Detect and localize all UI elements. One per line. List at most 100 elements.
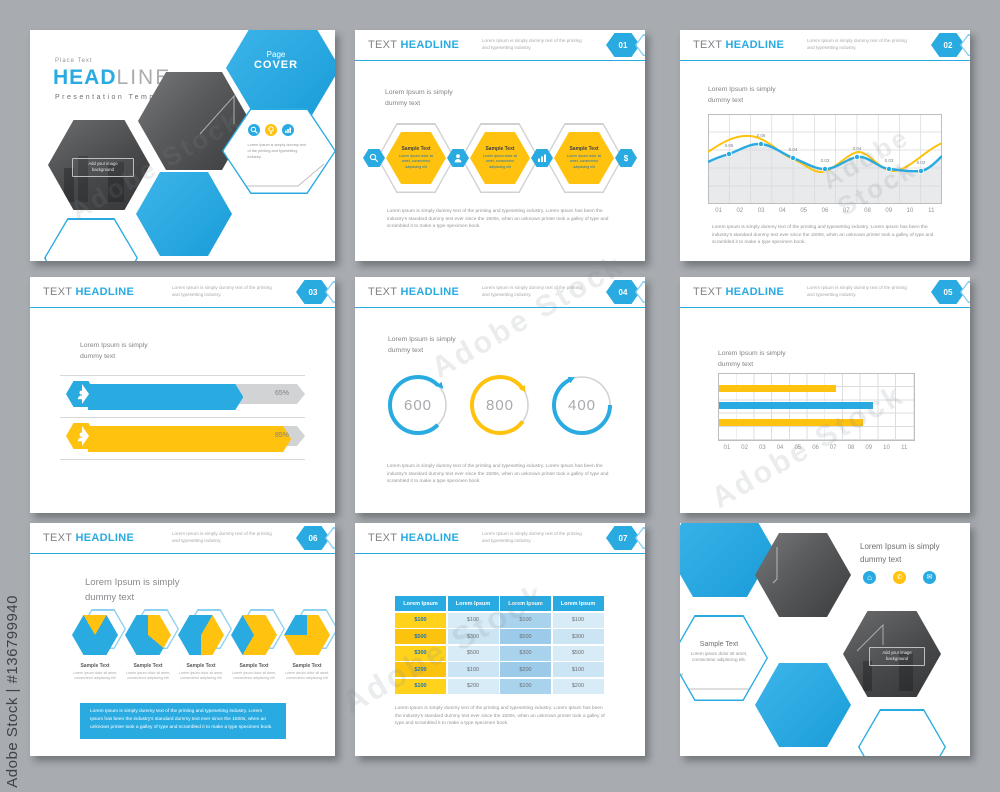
title-text: TEXT [693, 39, 723, 51]
image-detail [64, 168, 74, 202]
contact-icon-row: ⌂ ✆ ✉ [863, 571, 936, 584]
title-headline: HEADLINE [400, 286, 460, 298]
x-tick: 08 [864, 208, 871, 214]
yellow-line-series [708, 134, 942, 173]
table-cell: $100 [395, 612, 446, 628]
dark-hexagon [755, 533, 851, 617]
body-heading: Lorem Ipsum is simply dummy text [388, 335, 456, 357]
x-tick: 11 [928, 208, 935, 214]
body-heading: Lorem Ipsum is simply dummy text [85, 575, 180, 605]
heading-line1: Lorem Ipsum is simply [860, 542, 940, 551]
image-placeholder-label: Add your image background [869, 647, 925, 666]
slide-title: TEXT HEADLINE [693, 39, 784, 51]
chart-area-fill [708, 143, 942, 204]
blue-hexagon-bottom [755, 663, 851, 747]
sample-title: Sample Text [699, 640, 739, 648]
slide-number-badge: 01 [606, 33, 640, 57]
heading-line1: Lorem Ipsum is simply [718, 350, 786, 357]
table-cell: $100 [500, 612, 551, 628]
slide-05: TEXT HEADLINE Lorem Ipsum is simply dumm… [680, 277, 970, 513]
donut-chart-400: 400 [548, 371, 616, 439]
cover-title-light: LINE [116, 66, 172, 89]
progress-notch [82, 426, 89, 446]
table-cell: $500 [447, 645, 499, 661]
slide-number: 05 [943, 287, 953, 297]
chart-icon [281, 123, 294, 136]
hexagon-caption: Sample Text Lorem ipsum dolor sit amet, … [225, 663, 283, 682]
slide-number: 04 [618, 287, 628, 297]
x-tick: 05 [794, 445, 802, 451]
sample-title: Sample Text [401, 146, 431, 153]
title-text: TEXT [368, 39, 398, 51]
slide-header: TEXT HEADLINE Lorem Ipsum is simply dumm… [355, 523, 645, 554]
title-text: TEXT [368, 286, 398, 298]
title-text: TEXT [43, 532, 73, 544]
sample-title: Sample Text [569, 146, 599, 153]
home-icon: ⌂ [863, 571, 876, 584]
heading-line2: dummy text [80, 352, 116, 360]
svg-text:0.02: 0.02 [917, 160, 926, 165]
heading-line1: Lorem Ipsum is simply [85, 577, 180, 588]
cover-info-text: Lorem Ipsum is simply dummy text of the … [247, 142, 306, 159]
table-cell: $200 [552, 678, 604, 694]
title-headline: HEADLINE [75, 286, 135, 298]
x-tick: 03 [757, 208, 765, 214]
x-tick: 07 [829, 445, 837, 451]
image-detail [78, 156, 88, 202]
search-icon [363, 149, 385, 167]
slide-01: TEXT HEADLINE Lorem Ipsum is simply dumm… [355, 30, 645, 261]
split-hexagon-3 [178, 615, 224, 655]
title-text: TEXT [693, 286, 723, 298]
split-hexagon-5 [284, 615, 330, 655]
user-icon [447, 149, 469, 167]
outline-hexagon [858, 709, 946, 756]
x-tick: 07 [842, 208, 850, 214]
table-header-cell: Lorem Ipsum [447, 596, 499, 611]
x-tick: 06 [821, 208, 829, 214]
table-cell: $300 [447, 629, 499, 644]
badge-chevron [960, 34, 970, 56]
cover-kicker: Place Text [55, 58, 93, 64]
sample-block: Sample Text Lorem ipsum dolor sit amet, … [680, 641, 767, 665]
title-headline: HEADLINE [75, 532, 135, 544]
slide-number: 07 [618, 533, 628, 543]
slide-07: TEXT HEADLINE Lorem Ipsum is simply dumm… [355, 523, 645, 756]
table-cell: $100 [500, 678, 551, 694]
heading-line2: dummy text [860, 554, 902, 564]
sample-title: Sample Text [485, 146, 515, 153]
highlight-paragraph: Lorem Ipsum is simply dummy text of the … [80, 703, 286, 739]
slide-title: TEXT HEADLINE [368, 39, 459, 51]
title-headline: HEADLINE [725, 39, 785, 51]
data-table: Lorem Ipsum Lorem Ipsum Lorem Ipsum Lore… [395, 596, 604, 694]
donut-value: 800 [485, 396, 515, 414]
header-note: Lorem Ipsum is simply dummy text of the … [482, 38, 582, 50]
slide-header: TEXT HEADLINE Lorem Ipsum is simply dumm… [30, 277, 335, 308]
page-cover-line2: COVER [253, 59, 299, 71]
slide-header: TEXT HEADLINE Lorem Ipsum is simply dumm… [680, 277, 970, 308]
body-heading: Lorem Ipsum is simply dummy text [385, 88, 453, 110]
sample-subtext: Lorem ipsum dolor sit amet, consectetur … [231, 671, 277, 681]
body-paragraph: Lorem Ipsum is simply dummy text of the … [395, 706, 605, 727]
page-cover-label: Page COVER [226, 50, 326, 71]
sample-subtext: Lorem ipsum dolor sit amet, consectetur … [125, 671, 171, 681]
split-hexagon-2 [125, 615, 171, 655]
table-header-cell: Lorem Ipsum [552, 596, 604, 611]
header-note: Lorem Ipsum is simply dummy text of the … [172, 285, 272, 297]
x-axis-labels: 01 02 03 04 05 06 07 08 09 10 11 [708, 208, 942, 214]
badge-chevron [325, 281, 335, 303]
slide-title: TEXT HEADLINE [693, 286, 784, 298]
slide-03: TEXT HEADLINE Lorem Ipsum is simply dumm… [30, 277, 335, 513]
table-cell: $100 [395, 678, 446, 694]
search-icon [247, 123, 260, 136]
progress-row: 85% [66, 423, 305, 449]
body-heading: Lorem Ipsum is simply dummy text [718, 349, 786, 371]
slide-header: TEXT HEADLINE Lorem Ipsum is simply dumm… [355, 30, 645, 61]
title-text: TEXT [43, 286, 73, 298]
progress-fill-yellow [88, 426, 291, 452]
table-cell: $300 [395, 645, 446, 661]
chart-border [708, 114, 942, 204]
sample-title: Sample Text [80, 663, 110, 669]
sample-subtext: Lorem ipsum dolor sit amet, consectetur … [398, 154, 434, 169]
x-tick: 09 [865, 445, 873, 451]
heading-line2: dummy text [388, 346, 424, 354]
